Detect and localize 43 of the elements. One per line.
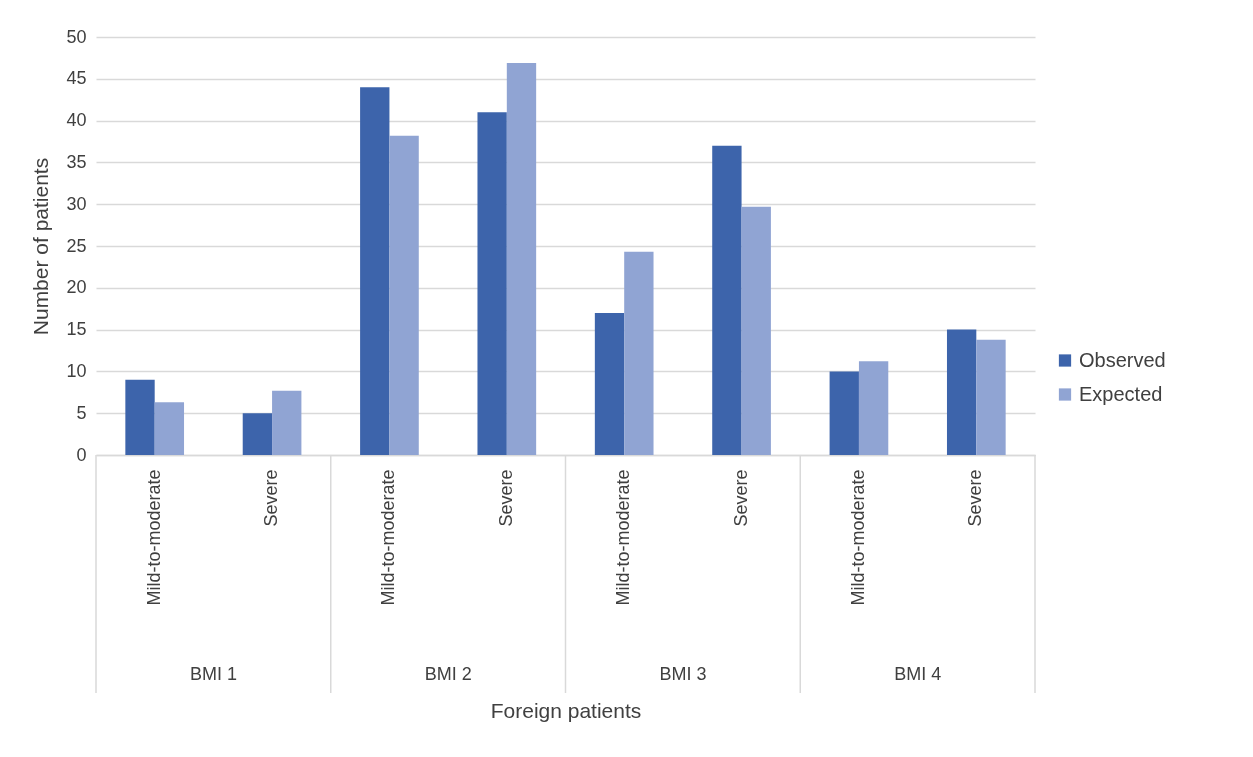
- bar: [242, 413, 273, 455]
- y-tick-label: 35: [66, 151, 87, 172]
- y-tick-label: 20: [66, 277, 87, 298]
- x-axis-title: Foreign patients: [490, 698, 642, 722]
- y-tick-label: 5: [76, 402, 87, 423]
- text: BMI 1: [189, 664, 237, 684]
- bar: [360, 87, 390, 455]
- text: BMI 3: [659, 664, 707, 684]
- y-tick-label: 45: [66, 68, 87, 89]
- legend-label: Observed: [1079, 348, 1166, 371]
- y-tick-label: 0: [76, 444, 87, 465]
- bar: [741, 206, 771, 455]
- bar: [829, 371, 859, 455]
- y-tick-label: 30: [66, 193, 87, 214]
- y-axis-title: Number of patients: [29, 157, 53, 336]
- x-tick-label: Mild-to-moderate: [143, 469, 164, 606]
- x-tick-label: Mild-to-moderate: [847, 469, 868, 606]
- bar: [858, 361, 889, 455]
- bar: [712, 145, 742, 455]
- y-tick-label: 10: [66, 360, 87, 381]
- y-tick-label: 15: [66, 319, 87, 340]
- x-tick-label: Severe: [261, 469, 282, 527]
- x-tick-label: Severe: [965, 469, 986, 527]
- bar: [946, 329, 977, 455]
- legend-label: Expected: [1079, 382, 1163, 405]
- x-tick-label: Mild-to-moderate: [378, 469, 399, 606]
- bar: [389, 135, 419, 455]
- text: BMI 2: [424, 664, 472, 684]
- x-tick-label: Severe: [495, 469, 516, 527]
- bar: [594, 312, 625, 455]
- bar: [624, 251, 654, 455]
- x-tick-label: Severe: [730, 469, 751, 527]
- bar: [272, 390, 302, 455]
- bar: [125, 379, 155, 455]
- bar: [477, 112, 507, 455]
- y-tick-label: 25: [66, 235, 87, 256]
- y-tick-label: 40: [66, 110, 87, 131]
- x-tick-label: Mild-to-moderate: [613, 469, 634, 606]
- bar: [976, 339, 1006, 455]
- text: BMI 4: [894, 664, 942, 684]
- bar: [506, 62, 537, 455]
- bar: [154, 402, 185, 455]
- y-tick-label: 50: [66, 26, 87, 47]
